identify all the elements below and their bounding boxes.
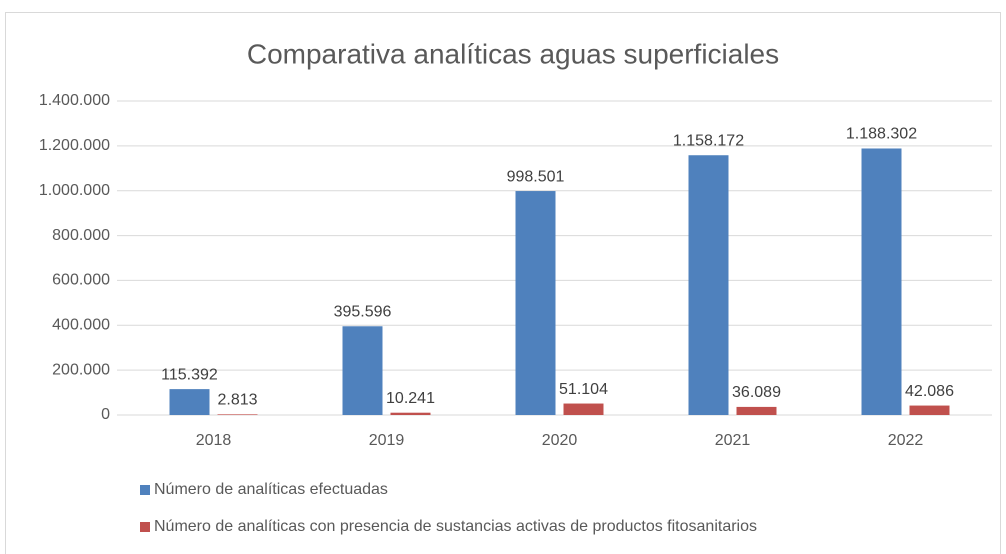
data-label: 998.501 — [507, 168, 565, 185]
x-tick-label: 2022 — [888, 432, 924, 449]
data-label: 1.158.172 — [673, 132, 744, 149]
legend-label: Número de analíticas efectuadas — [154, 481, 388, 498]
data-label: 10.241 — [386, 390, 435, 407]
legend-label: Número de analíticas con presencia de su… — [154, 518, 757, 535]
x-tick-label: 2021 — [715, 432, 751, 449]
data-label: 115.392 — [161, 366, 218, 383]
data-label: 395.596 — [334, 303, 392, 320]
y-tick-label: 1.400.000 — [39, 92, 110, 109]
y-tick-label: 1.200.000 — [39, 137, 110, 154]
x-tick-label: 2020 — [542, 432, 578, 449]
bar — [688, 155, 729, 415]
y-tick-label: 400.000 — [52, 317, 110, 334]
bar — [217, 414, 258, 415]
bar — [736, 406, 777, 415]
data-label: 1.188.302 — [846, 126, 917, 143]
chart-title: Comparativa analíticas aguas superficial… — [247, 38, 779, 69]
bar — [390, 412, 431, 415]
data-label: 2.813 — [217, 392, 257, 409]
bar — [563, 403, 604, 415]
legend-swatch — [140, 485, 150, 495]
y-tick-label: 600.000 — [52, 272, 110, 289]
bar — [515, 191, 556, 415]
legend-swatch — [140, 522, 150, 532]
data-label: 42.086 — [905, 383, 954, 400]
x-tick-label: 2018 — [196, 432, 232, 449]
y-tick-label: 200.000 — [52, 361, 110, 378]
y-tick-label: 800.000 — [52, 227, 110, 244]
x-tick-label: 2019 — [369, 432, 405, 449]
bar — [342, 326, 383, 415]
data-label: 51.104 — [559, 381, 608, 398]
y-tick-label: 0 — [101, 406, 110, 423]
chart-frame — [5, 12, 1001, 554]
bar — [861, 148, 902, 415]
data-label: 36.089 — [732, 384, 781, 401]
bar — [169, 389, 210, 415]
bar — [909, 405, 950, 415]
y-tick-label: 1.000.000 — [39, 182, 110, 199]
